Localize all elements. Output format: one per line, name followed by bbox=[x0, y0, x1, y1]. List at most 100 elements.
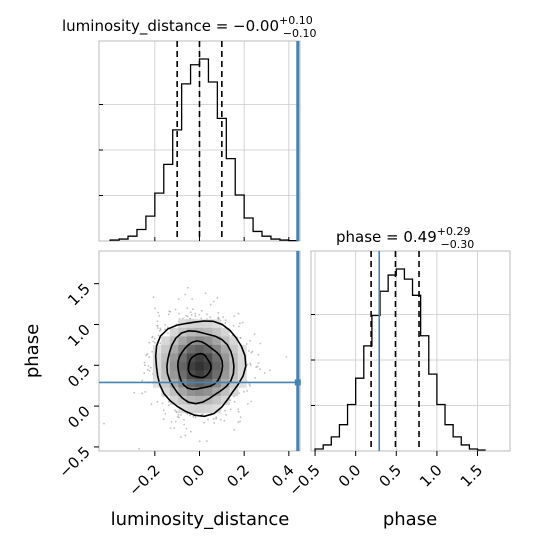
sample-point bbox=[168, 310, 171, 313]
y-axis-label-phase: phase bbox=[22, 324, 43, 378]
density-cell bbox=[161, 370, 171, 380]
sample-point bbox=[157, 327, 159, 329]
sample-point bbox=[176, 415, 179, 418]
sample-point bbox=[183, 423, 186, 426]
sample-point bbox=[237, 410, 240, 413]
x-tick-label: 1.0 bbox=[416, 461, 446, 491]
density-cell bbox=[220, 395, 230, 405]
density-cell bbox=[203, 344, 213, 354]
sample-point bbox=[103, 422, 105, 425]
sample-point bbox=[188, 317, 191, 320]
sample-point bbox=[151, 350, 154, 353]
sample-point bbox=[146, 368, 149, 371]
phase-title: phase = 0.49+0.29 −0.30 bbox=[336, 225, 474, 251]
sample-point bbox=[169, 427, 172, 429]
sample-point bbox=[156, 400, 159, 403]
sample-point bbox=[257, 362, 260, 364]
sample-point bbox=[148, 369, 151, 372]
sample-point bbox=[238, 392, 240, 395]
x-axis-label-phase: phase bbox=[383, 509, 437, 530]
density-cell bbox=[229, 378, 239, 388]
density-cell bbox=[195, 378, 205, 388]
sample-point bbox=[156, 325, 159, 327]
sample-point bbox=[225, 414, 228, 416]
sample-point bbox=[167, 313, 170, 316]
sample-point bbox=[152, 340, 155, 343]
y-tick-label: −0.5 bbox=[55, 443, 93, 481]
sample-point bbox=[212, 300, 215, 303]
sample-point bbox=[238, 325, 240, 328]
x-tick-label: 0.0 bbox=[179, 461, 209, 491]
density-cell bbox=[212, 319, 222, 329]
y-tick-label: 1.0 bbox=[64, 321, 94, 351]
density-cell bbox=[195, 319, 205, 329]
marginal-phase-panel: phase = 0.49+0.29 −0.30 −0.5 0.0 0.5 1.0 1.5 bbox=[285, 225, 511, 500]
density-cell bbox=[152, 378, 162, 388]
sample-point bbox=[144, 364, 146, 367]
density-cell bbox=[203, 361, 213, 371]
sample-point bbox=[259, 368, 261, 371]
contour-line bbox=[176, 340, 224, 391]
sample-point bbox=[237, 408, 240, 410]
sample-point bbox=[156, 320, 159, 323]
density-cell bbox=[178, 344, 188, 354]
sample-point bbox=[159, 327, 162, 330]
sample-point bbox=[191, 298, 194, 300]
sample-point bbox=[186, 307, 189, 309]
sample-point bbox=[164, 328, 167, 331]
sample-point bbox=[148, 341, 151, 344]
density-cell bbox=[212, 395, 222, 405]
sample-point bbox=[222, 316, 225, 318]
luminosity-distance-title: luminosity_distance = −0.00+0.10 −0.10 bbox=[62, 14, 316, 40]
density-cell bbox=[169, 327, 179, 337]
sample-point bbox=[181, 317, 184, 320]
sample-point bbox=[200, 413, 203, 416]
sample-point bbox=[151, 336, 154, 339]
sample-point bbox=[174, 420, 177, 423]
density-cell bbox=[178, 370, 188, 380]
sample-point bbox=[237, 312, 240, 315]
sample-point bbox=[167, 332, 169, 335]
sample-point bbox=[237, 421, 240, 424]
density-cell bbox=[178, 336, 188, 346]
density-cell bbox=[220, 370, 230, 380]
sample-point bbox=[189, 311, 192, 314]
histogram-luminosity-distance bbox=[109, 58, 298, 242]
sample-point bbox=[154, 341, 156, 344]
sample-point bbox=[170, 421, 173, 423]
sample-point bbox=[246, 390, 249, 392]
density-cell bbox=[161, 353, 171, 363]
density-cell bbox=[186, 319, 196, 329]
density-cell bbox=[186, 361, 196, 371]
panel-frame bbox=[310, 250, 511, 452]
sample-point bbox=[223, 419, 226, 422]
sample-point bbox=[249, 384, 251, 387]
x-tick-label: 1.5 bbox=[457, 461, 487, 491]
sample-point bbox=[217, 312, 220, 314]
sample-point bbox=[247, 403, 249, 405]
density-cell bbox=[229, 344, 239, 354]
density-cell bbox=[203, 353, 213, 363]
sample-point bbox=[152, 296, 155, 298]
density-cell bbox=[220, 336, 230, 346]
sample-point bbox=[144, 391, 147, 393]
sample-point bbox=[217, 317, 219, 320]
sample-point bbox=[141, 379, 144, 382]
sample-point bbox=[203, 421, 206, 424]
sample-point bbox=[224, 409, 227, 412]
sample-point bbox=[229, 399, 232, 402]
sample-point bbox=[164, 413, 167, 415]
sample-point bbox=[190, 314, 193, 316]
sample-point bbox=[229, 408, 232, 411]
sample-point bbox=[220, 418, 222, 421]
x-axis-label-luminosity-distance: luminosity_distance bbox=[111, 509, 290, 530]
density-cell bbox=[212, 336, 222, 346]
density-cell bbox=[169, 353, 179, 363]
density-cell bbox=[169, 378, 179, 388]
sample-point bbox=[239, 416, 242, 418]
sample-point bbox=[215, 417, 218, 420]
sample-point bbox=[249, 362, 252, 365]
sample-point bbox=[146, 353, 149, 355]
sample-point bbox=[198, 313, 201, 316]
